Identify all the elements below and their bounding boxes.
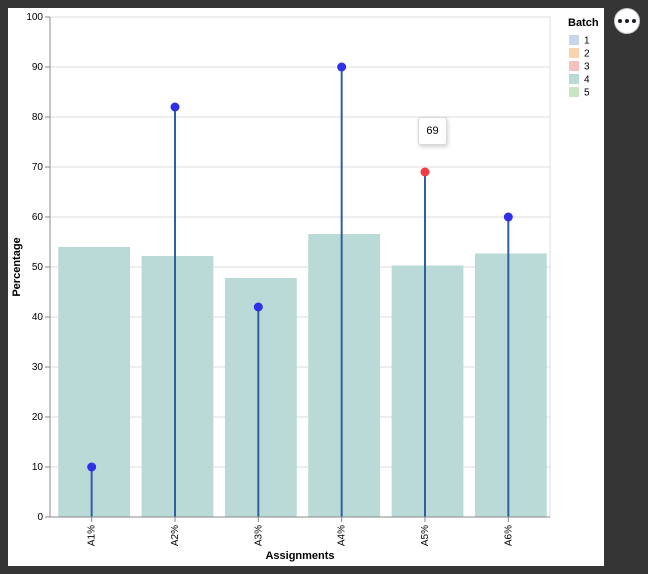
legend-label: 3: [584, 62, 590, 73]
y-tick-label: 10: [32, 462, 44, 473]
lollipop-point: [170, 102, 180, 112]
legend-swatch: [569, 48, 579, 58]
legend-title: Batch: [568, 17, 599, 29]
ellipsis-icon: [618, 19, 622, 23]
legend-label: 4: [584, 75, 590, 86]
legend-swatch: [569, 35, 579, 45]
x-tick-label: A2%: [170, 525, 181, 546]
x-tick-label: A6%: [503, 525, 514, 546]
legend-swatch: [569, 61, 579, 71]
y-tick-label: 20: [32, 412, 44, 423]
y-tick-label: 0: [37, 512, 43, 523]
lollipop-point: [87, 462, 97, 472]
y-tick-label: 70: [32, 162, 44, 173]
ellipsis-icon: [632, 19, 636, 23]
bar: [391, 265, 464, 517]
y-tick-label: 40: [32, 312, 44, 323]
bar: [308, 234, 381, 517]
chart-actions-button[interactable]: [614, 8, 640, 34]
y-axis-title: Percentage: [11, 237, 23, 296]
chart-container: 0 10 20 30 40 50 60 70 80 90 100 A1% A2% A3% A4% A5% A6%…: [8, 8, 604, 566]
y-tick-label: 50: [32, 262, 44, 273]
y-tick-label: 80: [32, 112, 44, 123]
x-tick-label: A3%: [253, 525, 264, 546]
lollipop-points: [87, 62, 513, 472]
y-tick-label: 90: [32, 62, 44, 73]
axes: 0 10 20 30 40 50 60 70 80 90 100 A1% A2% A3% A4% A5% A6%: [26, 12, 550, 546]
chart-svg: 0 10 20 30 40 50 60 70 80 90 100 A1% A2% A3% A4% A5% A6%…: [11, 12, 599, 562]
legend-swatch: [569, 74, 579, 84]
x-tick-label: A4%: [337, 525, 348, 546]
legend-label: 1: [584, 36, 590, 47]
legend-swatch: [569, 87, 579, 97]
x-axis-title: Assignments: [265, 550, 334, 562]
x-tick-label: A1%: [87, 525, 98, 546]
y-tick-label: 30: [32, 362, 44, 373]
tooltip: 69: [418, 117, 447, 145]
bar: [141, 256, 214, 517]
lollipop-point: [337, 62, 347, 72]
gridlines: [50, 16, 551, 518]
y-tick-label: 60: [32, 212, 44, 223]
y-tick-label: 100: [26, 12, 43, 23]
legend-label: 5: [584, 88, 590, 99]
bar: [474, 253, 547, 517]
x-tick-label: A5%: [420, 525, 431, 546]
lollipop-point: [420, 167, 430, 177]
legend-label: 2: [584, 49, 590, 60]
bar: [224, 278, 297, 517]
lollipop-stems: [90, 67, 510, 517]
ellipsis-icon: [625, 19, 629, 23]
bar: [58, 247, 131, 517]
legend: Batch 1 2 3 4 5: [568, 17, 599, 99]
bars: [58, 234, 547, 517]
lollipop-point: [503, 212, 513, 222]
lollipop-point: [253, 302, 263, 312]
